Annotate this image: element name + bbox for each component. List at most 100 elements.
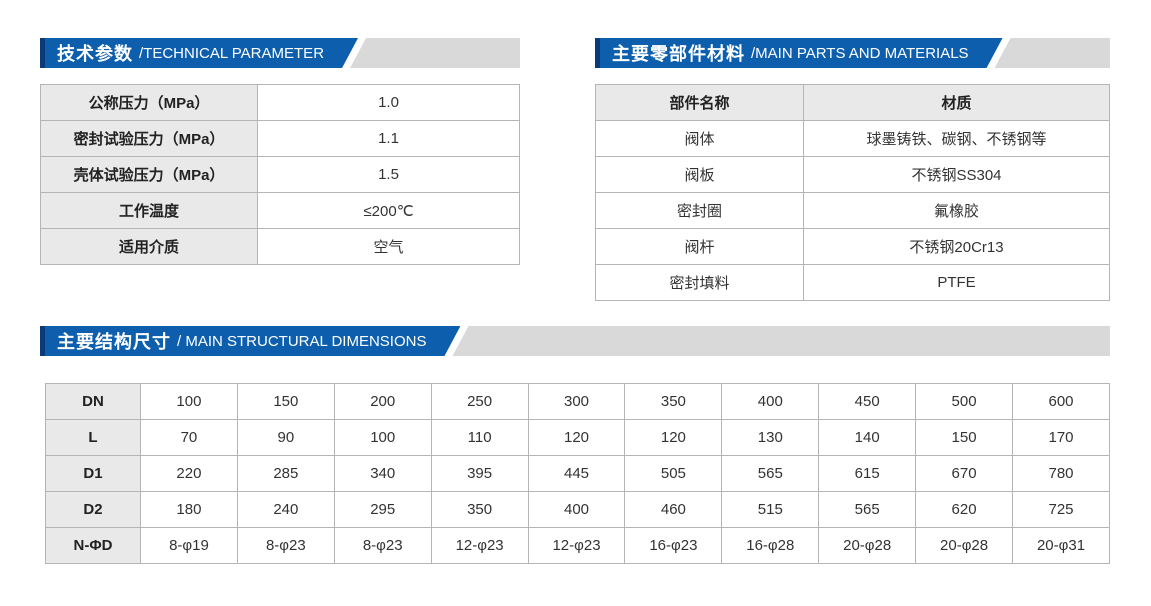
table-row: 阀杆 不锈钢20Cr13 [595,228,1110,265]
param-value-cell: 空气 [257,228,520,265]
materials-banner: 主要零部件材料 /MAIN PARTS AND MATERIALS [595,38,1110,68]
material-cell: 球墨铸铁、碳钢、不锈钢等 [803,120,1110,157]
materials-table: 部件名称 材质 阀体 球墨铸铁、碳钢、不锈钢等 阀板 不锈钢SS304 密封圈 … [595,84,1110,301]
dim-value-cell: 670 [915,455,1014,492]
dim-value-cell: 350 [624,383,723,420]
technical-parameter-banner: 技术参数 /TECHNICAL PARAMETER [40,38,520,68]
dim-value-cell: 400 [527,491,626,528]
dim-value-cell: 130 [721,419,820,456]
param-label-cell: 适用介质 [40,228,258,265]
dim-value-cell: 120 [624,419,723,456]
part-name-cell: 阀杆 [595,228,804,265]
dimensions-banner-blue: 主要结构尺寸 / MAIN STRUCTURAL DIMENSIONS [40,326,460,356]
param-label-cell: 工作温度 [40,192,258,229]
dim-value-cell: 70 [140,419,238,456]
param-label-cell: 密封试验压力（MPa） [40,120,258,157]
table-row: 工作温度 ≤200℃ [40,192,520,229]
dim-value-cell: 150 [236,383,335,420]
dim-value-cell: 780 [1012,455,1110,492]
material-cell: 不锈钢20Cr13 [803,228,1110,265]
dim-value-cell: 300 [527,383,626,420]
dim-value-cell: 565 [721,455,820,492]
dim-value-cell: 500 [915,383,1014,420]
dim-value-cell: 140 [818,419,917,456]
dim-value-cell: 445 [527,455,626,492]
material-cell: PTFE [803,264,1110,301]
dim-value-cell: 505 [624,455,723,492]
part-name-cell: 阀板 [595,156,804,193]
dim-value-cell: 350 [430,491,529,528]
dim-value-cell: 90 [236,419,335,456]
materials-banner-blue: 主要零部件材料 /MAIN PARTS AND MATERIALS [595,38,1003,68]
dim-value-cell: 20-φ28 [818,527,917,564]
dim-value-cell: 395 [430,455,529,492]
dim-value-cell: 180 [140,491,238,528]
dim-value-cell: 240 [236,491,335,528]
part-name-cell: 密封圈 [595,192,804,229]
param-value-cell: ≤200℃ [257,192,520,229]
materials-header-cell: 部件名称 [595,84,804,121]
dim-value-cell: 515 [721,491,820,528]
param-value-cell: 1.0 [257,84,520,121]
banner-gray-tail [350,38,520,68]
dim-value-cell: 120 [527,419,626,456]
param-label-cell: 公称压力（MPa） [40,84,258,121]
dim-value-cell: 565 [818,491,917,528]
dim-value-cell: 725 [1012,491,1110,528]
dim-value-cell: 8-φ23 [236,527,335,564]
dim-row-header-cell: D1 [45,455,141,492]
dim-value-cell: 250 [430,383,529,420]
dim-value-cell: 615 [818,455,917,492]
material-cell: 氟橡胶 [803,192,1110,229]
dimensions-table: DN 100 150 200 250 300 350 400 450 500 6… [45,383,1110,564]
dim-value-cell: 170 [1012,419,1110,456]
dimensions-banner: 主要结构尺寸 / MAIN STRUCTURAL DIMENSIONS [40,326,1110,356]
part-name-cell: 密封填料 [595,264,804,301]
banner-gray-tail [452,326,1110,356]
dim-value-cell: 285 [236,455,335,492]
technical-parameter-title-en: /TECHNICAL PARAMETER [139,44,325,62]
table-row: L 70 90 100 110 120 120 130 140 150 170 [45,419,1110,456]
dim-value-cell: 16-φ28 [721,527,820,564]
dim-value-cell: 220 [140,455,238,492]
param-label-cell: 壳体试验压力（MPa） [40,156,258,193]
table-row: 适用介质 空气 [40,228,520,265]
dim-value-cell: 12-φ23 [430,527,529,564]
table-row: DN 100 150 200 250 300 350 400 450 500 6… [45,383,1110,420]
dim-value-cell: 150 [915,419,1014,456]
dimensions-title-zh: 主要结构尺寸 [57,332,171,352]
dim-row-header-cell: N-ΦD [45,527,141,564]
table-row: 阀体 球墨铸铁、碳钢、不锈钢等 [595,120,1110,157]
table-row: 密封填料 PTFE [595,264,1110,301]
dim-value-cell: 340 [333,455,432,492]
dim-value-cell: 8-φ23 [333,527,432,564]
table-row: N-ΦD 8-φ19 8-φ23 8-φ23 12-φ23 12-φ23 16-… [45,527,1110,564]
param-value-cell: 1.5 [257,156,520,193]
dim-value-cell: 620 [915,491,1014,528]
table-row: 公称压力（MPa） 1.0 [40,84,520,121]
dim-value-cell: 16-φ23 [624,527,723,564]
dim-value-cell: 600 [1012,383,1110,420]
dim-row-header-cell: DN [45,383,141,420]
dim-value-cell: 100 [140,383,238,420]
technical-parameter-banner-blue: 技术参数 /TECHNICAL PARAMETER [40,38,358,68]
dim-value-cell: 100 [333,419,432,456]
dim-value-cell: 450 [818,383,917,420]
param-value-cell: 1.1 [257,120,520,157]
dim-value-cell: 8-φ19 [140,527,238,564]
table-header-row: 部件名称 材质 [595,84,1110,121]
technical-parameter-table: 公称压力（MPa） 1.0 密封试验压力（MPa） 1.1 壳体试验压力（MPa… [40,84,520,265]
materials-header-cell: 材质 [803,84,1110,121]
table-row: 阀板 不锈钢SS304 [595,156,1110,193]
dim-value-cell: 460 [624,491,723,528]
dim-value-cell: 295 [333,491,432,528]
part-name-cell: 阀体 [595,120,804,157]
banner-gray-tail [994,38,1110,68]
dim-value-cell: 12-φ23 [527,527,626,564]
table-row: 密封试验压力（MPa） 1.1 [40,120,520,157]
table-row: 密封圈 氟橡胶 [595,192,1110,229]
dim-row-header-cell: L [45,419,141,456]
dim-value-cell: 110 [430,419,529,456]
dim-value-cell: 400 [721,383,820,420]
materials-title-zh: 主要零部件材料 [612,44,745,64]
